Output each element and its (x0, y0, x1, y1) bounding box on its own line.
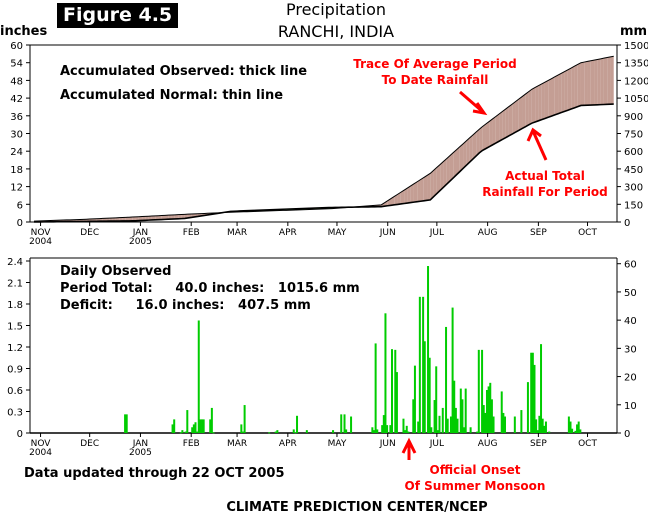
svg-text:42: 42 (10, 94, 23, 105)
svg-text:1050: 1050 (624, 94, 648, 105)
svg-text:1.2: 1.2 (7, 343, 23, 354)
top-axes: 0612182430364248546001503004506007509001… (10, 41, 648, 247)
svg-text:DEC: DEC (80, 439, 99, 449)
svg-text:2.1: 2.1 (7, 279, 23, 290)
chart-title: Precipitation (285, 0, 386, 19)
annotation-actual-total: Actual Total Rainfall For Period (482, 169, 608, 199)
svg-text:SEP: SEP (530, 228, 547, 238)
svg-text:36: 36 (10, 112, 23, 123)
daily-chart: 0 0.3 0.6 0.9 1.2 1.5 1.8 2.1 2.4 0 10 20 30 40 50 60 NO… (7, 257, 637, 460)
svg-text:OCT: OCT (578, 228, 597, 238)
svg-text:AUG: AUG (478, 228, 498, 238)
svg-text:0.6: 0.6 (7, 386, 23, 397)
svg-text:450: 450 (624, 165, 643, 176)
svg-text:24: 24 (10, 147, 23, 158)
figure-badge: Figure 4.5 (57, 3, 179, 28)
svg-text:1.8: 1.8 (7, 300, 23, 311)
svg-text:18: 18 (10, 165, 23, 176)
svg-text:48: 48 (10, 76, 23, 87)
svg-text:JUN: JUN (379, 228, 396, 238)
svg-text:2005: 2005 (129, 237, 152, 247)
svg-text:JUL: JUL (429, 439, 444, 449)
svg-text:DEC: DEC (80, 228, 99, 238)
svg-text:50: 50 (624, 288, 637, 299)
svg-text:6: 6 (17, 200, 23, 211)
svg-text:30: 30 (624, 344, 637, 355)
svg-text:150: 150 (624, 200, 643, 211)
svg-text:1350: 1350 (624, 59, 648, 70)
svg-text:FEB: FEB (183, 228, 200, 238)
svg-text:1.5: 1.5 (7, 322, 23, 333)
svg-text:0: 0 (17, 218, 23, 229)
bottom-plot-area (124, 266, 582, 460)
svg-text:12: 12 (10, 183, 23, 194)
svg-text:JAN: JAN (132, 439, 148, 449)
svg-text:MAY: MAY (328, 439, 347, 449)
accumulated-chart: 0612182430364248546001503004506007509001… (10, 41, 648, 247)
svg-text:JUL: JUL (429, 228, 444, 238)
svg-text:60: 60 (10, 41, 23, 52)
svg-text:20: 20 (624, 373, 637, 384)
daily-observed-label: Daily Observed (60, 264, 172, 279)
svg-text:2004: 2004 (29, 448, 52, 458)
svg-text:900: 900 (624, 112, 643, 123)
svg-text:300: 300 (624, 183, 643, 194)
left-unit-label: inches (0, 24, 48, 39)
period-total: Period Total: 40.0 inches: 1015.6 mm (60, 281, 360, 296)
legend-normal: Accumulated Normal: thin line (60, 88, 284, 103)
svg-text:1500: 1500 (624, 41, 648, 52)
svg-text:750: 750 (624, 130, 643, 141)
deficit-total: Deficit: 16.0 inches: 407.5 mm (60, 298, 311, 313)
svg-text:10: 10 (624, 401, 637, 412)
annotation-monsoon-onset: Official Onset Of Summer Monsoon (404, 463, 546, 493)
svg-text:0: 0 (624, 218, 630, 229)
svg-text:SEP: SEP (530, 439, 547, 449)
svg-text:0.3: 0.3 (7, 408, 23, 419)
svg-text:FEB: FEB (183, 439, 200, 449)
svg-text:OCT: OCT (578, 439, 597, 449)
svg-text:0: 0 (624, 429, 630, 440)
svg-text:54: 54 (10, 59, 23, 70)
svg-text:MAR: MAR (227, 439, 247, 449)
right-unit-label: mm (620, 24, 648, 39)
svg-text:MAR: MAR (227, 228, 247, 238)
svg-text:0.9: 0.9 (7, 365, 23, 376)
credit-line: CLIMATE PREDICTION CENTER/NCEP (226, 500, 488, 515)
svg-text:NOV: NOV (31, 228, 52, 238)
svg-text:2004: 2004 (29, 237, 52, 247)
svg-text:40: 40 (624, 316, 637, 327)
annotation-normal-trace: Trace Of Average Period To Date Rainfall (353, 57, 517, 87)
svg-text:APR: APR (279, 228, 297, 238)
svg-text:2.4: 2.4 (7, 257, 23, 268)
svg-text:1200: 1200 (624, 76, 648, 87)
chart-subtitle: RANCHI, INDIA (277, 22, 395, 41)
svg-text:MAY: MAY (328, 228, 347, 238)
svg-text:APR: APR (279, 439, 297, 449)
svg-text:JUN: JUN (379, 439, 396, 449)
top-plot-area (33, 55, 614, 223)
svg-text:600: 600 (624, 147, 643, 158)
svg-text:2005: 2005 (129, 448, 152, 458)
legend-observed: Accumulated Observed: thick line (60, 64, 308, 79)
svg-text:AUG: AUG (478, 439, 498, 449)
svg-text:60: 60 (624, 260, 637, 271)
svg-text:0: 0 (17, 429, 23, 440)
svg-text:30: 30 (10, 130, 23, 141)
svg-text:JAN: JAN (132, 228, 148, 238)
svg-text:NOV: NOV (31, 439, 52, 449)
bottom-axes: 0 0.3 0.6 0.9 1.2 1.5 1.8 2.1 2.4 0 10 20 30 40 50 60 NO… (7, 257, 637, 458)
data-updated-note: Data updated through 22 OCT 2005 (24, 466, 285, 481)
